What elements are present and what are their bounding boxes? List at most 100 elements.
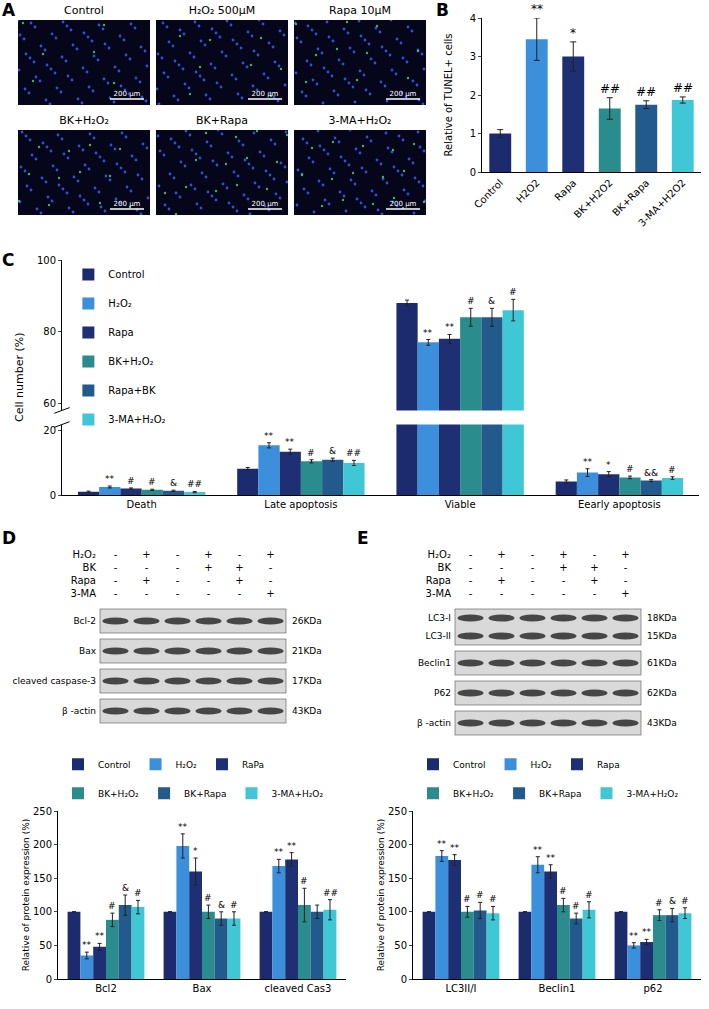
svg-text:Rapa: Rapa xyxy=(597,760,620,770)
svg-text:-: - xyxy=(624,562,628,573)
svg-text:**: ** xyxy=(105,474,115,484)
svg-text:Bax: Bax xyxy=(79,646,97,656)
svg-text:Bcl-2: Bcl-2 xyxy=(73,616,96,626)
svg-text:**: ** xyxy=(287,841,297,851)
svg-text:#: # xyxy=(509,287,517,297)
svg-text:BK+H₂O₂: BK+H₂O₂ xyxy=(108,356,153,367)
svg-text:Cell number (%): Cell number (%) xyxy=(13,332,26,422)
svg-text:-: - xyxy=(469,562,473,573)
svg-text:3-MA+H₂O₂: 3-MA+H₂O₂ xyxy=(626,789,678,799)
svg-text:43KDa: 43KDa xyxy=(647,718,677,728)
svg-text:80: 80 xyxy=(43,326,56,337)
svg-text:3-MA+H₂O₂: 3-MA+H₂O₂ xyxy=(108,414,165,425)
svg-text:1: 1 xyxy=(470,128,476,139)
svg-text:#: # xyxy=(463,894,471,904)
svg-text:+: + xyxy=(204,562,212,573)
svg-text:#: # xyxy=(204,893,212,903)
svg-text:3-MA+H2O2: 3-MA+H2O2 xyxy=(636,177,688,229)
svg-text:-: - xyxy=(593,549,597,560)
svg-text:-: - xyxy=(469,549,473,560)
svg-text:-: - xyxy=(114,575,118,586)
svg-text:-: - xyxy=(176,588,180,599)
svg-text:3-MA: 3-MA xyxy=(426,588,452,599)
svg-text:Control: Control xyxy=(453,760,486,770)
svg-text:&: & xyxy=(488,296,495,306)
svg-text:Bcl2: Bcl2 xyxy=(95,983,117,994)
svg-text:-: - xyxy=(562,575,566,586)
svg-text:-: - xyxy=(593,588,597,599)
svg-text:+: + xyxy=(142,549,150,560)
svg-text:+: + xyxy=(497,549,505,560)
svg-text:Beclin1: Beclin1 xyxy=(418,658,451,668)
svg-text:**: ** xyxy=(285,437,295,447)
svg-text:62KDa: 62KDa xyxy=(647,688,677,698)
svg-text:-: - xyxy=(114,562,118,573)
svg-text:200 μm: 200 μm xyxy=(114,90,141,98)
svg-text:-: - xyxy=(624,575,628,586)
svg-text:15KDa: 15KDa xyxy=(647,631,677,641)
svg-text:#: # xyxy=(489,894,497,904)
svg-text:-: - xyxy=(145,562,149,573)
svg-text:#: # xyxy=(655,898,663,908)
svg-text:#: # xyxy=(230,900,238,910)
svg-text:-: - xyxy=(114,549,118,560)
svg-text:0: 0 xyxy=(46,974,52,985)
svg-text:&: & xyxy=(170,478,177,488)
svg-text:-: - xyxy=(531,562,535,573)
svg-text:#: # xyxy=(307,448,315,458)
svg-text:#: # xyxy=(585,890,593,900)
svg-text:200 μm: 200 μm xyxy=(252,90,279,98)
svg-text:100: 100 xyxy=(37,255,56,266)
svg-text:BK: BK xyxy=(83,562,97,573)
svg-text:3: 3 xyxy=(470,51,476,62)
svg-text:Late apoptosis: Late apoptosis xyxy=(264,499,337,510)
svg-text:2: 2 xyxy=(470,90,476,101)
svg-text:-: - xyxy=(269,562,273,573)
svg-text:**: ** xyxy=(82,940,92,950)
svg-text:cleaved caspase-3: cleaved caspase-3 xyxy=(12,676,96,686)
svg-text:Control: Control xyxy=(98,760,131,770)
svg-text:#: # xyxy=(108,901,116,911)
svg-text:H₂O₂: H₂O₂ xyxy=(176,760,197,770)
svg-text:100: 100 xyxy=(388,906,407,917)
svg-text:BK+Rapa: BK+Rapa xyxy=(539,789,581,799)
svg-text:#: # xyxy=(300,876,308,886)
svg-text:-: - xyxy=(176,562,180,573)
svg-text:100: 100 xyxy=(33,906,52,917)
svg-text:*: * xyxy=(606,460,611,470)
svg-text:Rapa+BK: Rapa+BK xyxy=(108,385,156,396)
svg-text:-: - xyxy=(114,588,118,599)
svg-text:**: ** xyxy=(583,457,593,467)
svg-text:+: + xyxy=(142,575,150,586)
svg-text:-: - xyxy=(176,549,180,560)
svg-text:Beclin1: Beclin1 xyxy=(539,983,576,994)
svg-text:##: ## xyxy=(187,479,202,489)
svg-text:##: ## xyxy=(346,448,361,458)
svg-text:**: ** xyxy=(178,822,188,832)
svg-text:Rapa: Rapa xyxy=(71,575,96,586)
svg-text:4: 4 xyxy=(470,13,476,24)
svg-text:**: ** xyxy=(445,322,455,332)
svg-text:+: + xyxy=(497,575,505,586)
svg-text:**: ** xyxy=(264,431,274,441)
svg-text:0: 0 xyxy=(50,490,56,501)
svg-text:Eearly apoptosis: Eearly apoptosis xyxy=(578,499,661,510)
svg-text:**: ** xyxy=(546,853,556,863)
svg-text:-: - xyxy=(531,588,535,599)
svg-text:*: * xyxy=(570,26,576,40)
svg-text:**: ** xyxy=(423,328,433,338)
svg-text:##: ## xyxy=(600,82,620,96)
svg-text:50: 50 xyxy=(394,940,407,951)
svg-text:+: + xyxy=(204,549,212,560)
svg-text:LC3II/I: LC3II/I xyxy=(445,983,476,994)
svg-text:200 μm: 200 μm xyxy=(252,200,279,208)
svg-text:60: 60 xyxy=(43,398,56,409)
svg-text:3-MA+H₂O₂: 3-MA+H₂O₂ xyxy=(271,789,323,799)
svg-text:LC3-I: LC3-I xyxy=(428,613,451,623)
svg-text:-: - xyxy=(531,549,535,560)
svg-text:3-MA: 3-MA xyxy=(71,588,97,599)
svg-text:+: + xyxy=(590,575,598,586)
svg-text:-: - xyxy=(269,575,273,586)
svg-text:BK+H₂O₂: BK+H₂O₂ xyxy=(98,789,139,799)
svg-text:+: + xyxy=(235,575,243,586)
